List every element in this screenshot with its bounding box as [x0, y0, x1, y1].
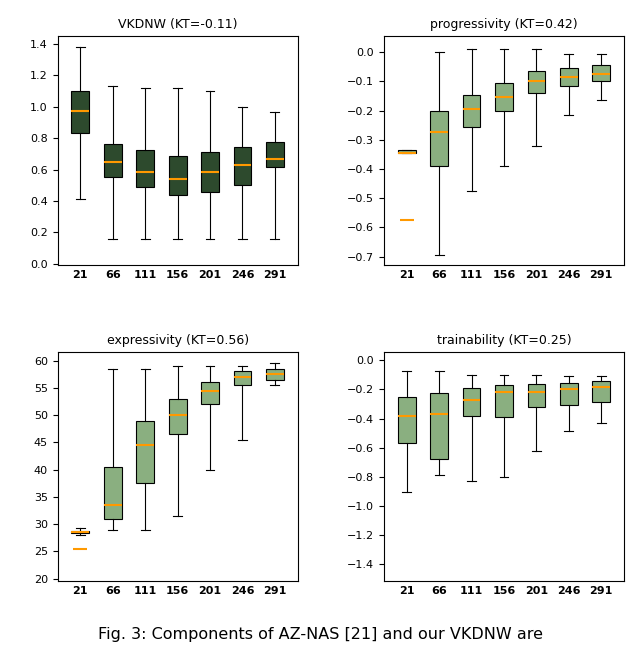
PathPatch shape — [398, 397, 415, 443]
PathPatch shape — [593, 382, 610, 402]
PathPatch shape — [169, 156, 186, 194]
PathPatch shape — [104, 467, 122, 519]
PathPatch shape — [136, 420, 154, 484]
PathPatch shape — [495, 83, 513, 110]
PathPatch shape — [136, 150, 154, 187]
PathPatch shape — [463, 95, 481, 127]
Text: Fig. 3: Components of AZ-NAS [21] and our VKDNW are: Fig. 3: Components of AZ-NAS [21] and ou… — [97, 627, 543, 641]
PathPatch shape — [463, 388, 481, 417]
PathPatch shape — [430, 110, 448, 166]
PathPatch shape — [234, 147, 252, 185]
PathPatch shape — [527, 384, 545, 407]
PathPatch shape — [201, 382, 219, 404]
PathPatch shape — [560, 68, 578, 86]
PathPatch shape — [527, 71, 545, 93]
Title: expressivity (KT=0.56): expressivity (KT=0.56) — [106, 334, 249, 347]
PathPatch shape — [234, 371, 252, 385]
PathPatch shape — [398, 150, 415, 153]
Title: trainability (KT=0.25): trainability (KT=0.25) — [436, 334, 572, 347]
PathPatch shape — [495, 385, 513, 417]
PathPatch shape — [104, 144, 122, 177]
PathPatch shape — [430, 393, 448, 459]
Title: VKDNW (KT=-0.11): VKDNW (KT=-0.11) — [118, 18, 237, 31]
PathPatch shape — [266, 369, 284, 380]
PathPatch shape — [72, 532, 89, 533]
PathPatch shape — [560, 383, 578, 405]
PathPatch shape — [201, 152, 219, 193]
Title: progressivity (KT=0.42): progressivity (KT=0.42) — [430, 18, 578, 31]
PathPatch shape — [72, 91, 89, 133]
PathPatch shape — [593, 65, 610, 81]
PathPatch shape — [266, 142, 284, 167]
PathPatch shape — [169, 399, 186, 434]
